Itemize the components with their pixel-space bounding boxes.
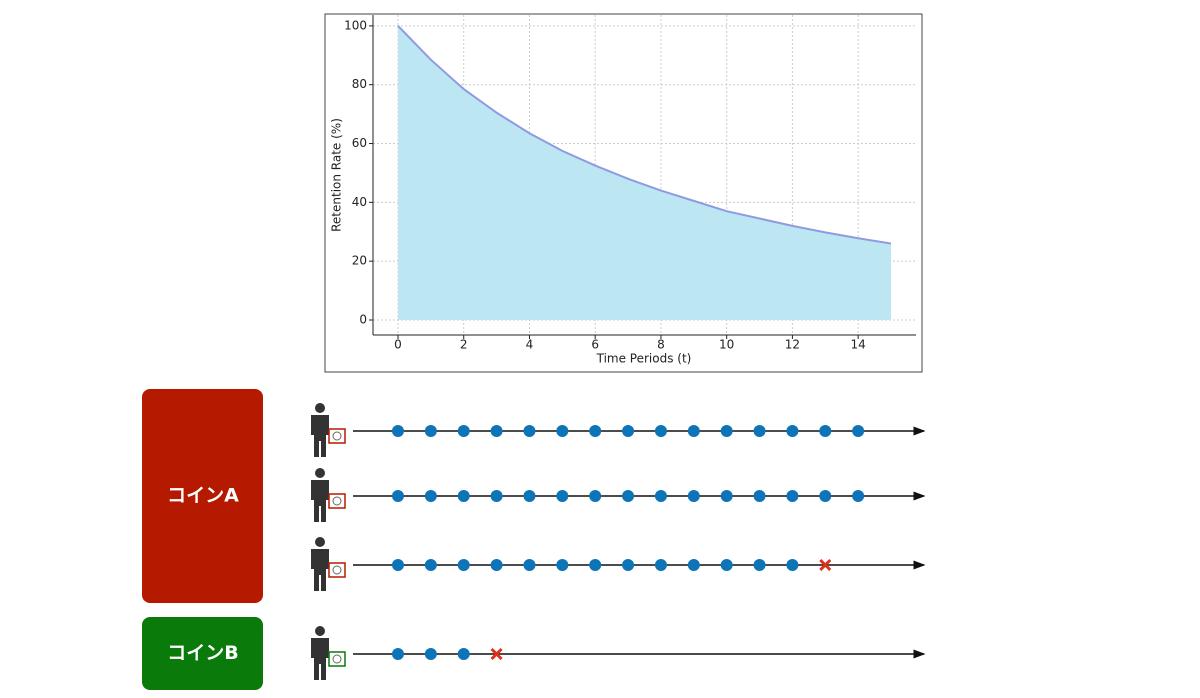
period-dot [490, 490, 503, 502]
y-tick-label: 80 [352, 77, 367, 91]
y-tick-label: 40 [352, 195, 367, 209]
person-head [315, 468, 325, 478]
period-dot [622, 425, 635, 437]
y-axis-label: Retention Rate (%) [330, 118, 344, 232]
period-dot [391, 648, 404, 660]
period-dot [490, 425, 503, 437]
person-icon [311, 468, 346, 522]
x-tick-label: 2 [460, 338, 468, 352]
person-icon [311, 626, 346, 680]
period-dot [589, 490, 602, 502]
period-dot [753, 559, 766, 571]
period-dot [852, 425, 865, 437]
period-dot [556, 490, 569, 502]
x-tick-label: 4 [526, 338, 534, 352]
period-dot [556, 425, 569, 437]
x-tick-label: 8 [657, 338, 665, 352]
period-dot [687, 425, 700, 437]
y-tick-label: 100 [344, 18, 367, 32]
y-tick-label: 60 [352, 136, 367, 150]
person-head [315, 626, 325, 636]
period-dot [622, 490, 635, 502]
group-label: コインB [167, 642, 238, 664]
period-dot [523, 490, 536, 502]
period-dot [687, 490, 700, 502]
x-axis-label: Time Periods (t) [596, 352, 692, 366]
area [397, 25, 892, 320]
line [397, 25, 892, 245]
period-dot [457, 648, 470, 660]
period-dot [556, 559, 569, 571]
x-tick-label: 0 [394, 338, 402, 352]
period-dot [654, 559, 667, 571]
person-body [311, 480, 329, 522]
period-dot [391, 559, 404, 571]
coin [332, 654, 342, 664]
period-dot [819, 490, 832, 502]
period-dot [391, 425, 404, 437]
period-dot [786, 425, 799, 437]
period-dot [424, 490, 437, 502]
y-tick-label: 0 [359, 313, 367, 327]
period-dot [819, 425, 832, 437]
period-dot [852, 490, 865, 502]
person-icon [311, 537, 346, 591]
person-head [315, 403, 325, 413]
period-dot [786, 559, 799, 571]
period-dot [622, 559, 635, 571]
period-dot [457, 559, 470, 571]
coin [332, 565, 342, 575]
coin [332, 496, 342, 506]
dropout-mark [819, 558, 832, 572]
period-dot [720, 559, 733, 571]
period-dot [720, 425, 733, 437]
period-dot [589, 425, 602, 437]
person-body [311, 549, 329, 591]
period-dot [589, 559, 602, 571]
period-dot [424, 559, 437, 571]
x-tick-label: 12 [785, 338, 800, 352]
period-dot [753, 490, 766, 502]
coin-badge [328, 493, 346, 509]
person-body [311, 415, 329, 457]
group-box [142, 617, 263, 690]
period-dot [490, 559, 503, 571]
group-box [142, 389, 263, 603]
period-dot [391, 490, 404, 502]
period-dot [753, 425, 766, 437]
person-head [315, 537, 325, 547]
period-dot [786, 490, 799, 502]
coin-badge [328, 562, 346, 578]
period-dot [424, 648, 437, 660]
dropout-mark [490, 647, 503, 661]
period-dot [457, 425, 470, 437]
coin-badge [328, 651, 346, 667]
period-dot [457, 490, 470, 502]
person-body [311, 638, 329, 680]
period-dot [654, 490, 667, 502]
coin-badge [328, 428, 346, 444]
period-dot [654, 425, 667, 437]
coin [332, 431, 342, 441]
y-tick-label: 20 [352, 254, 367, 268]
period-dot [523, 425, 536, 437]
group-label: コインA [167, 485, 239, 507]
period-dot [687, 559, 700, 571]
period-dot [720, 490, 733, 502]
period-dot [523, 559, 536, 571]
period-dot [424, 425, 437, 437]
x-tick-label: 10 [719, 338, 734, 352]
person-icon [311, 403, 346, 457]
x-tick-label: 6 [591, 338, 599, 352]
x-tick-label: 14 [851, 338, 866, 352]
